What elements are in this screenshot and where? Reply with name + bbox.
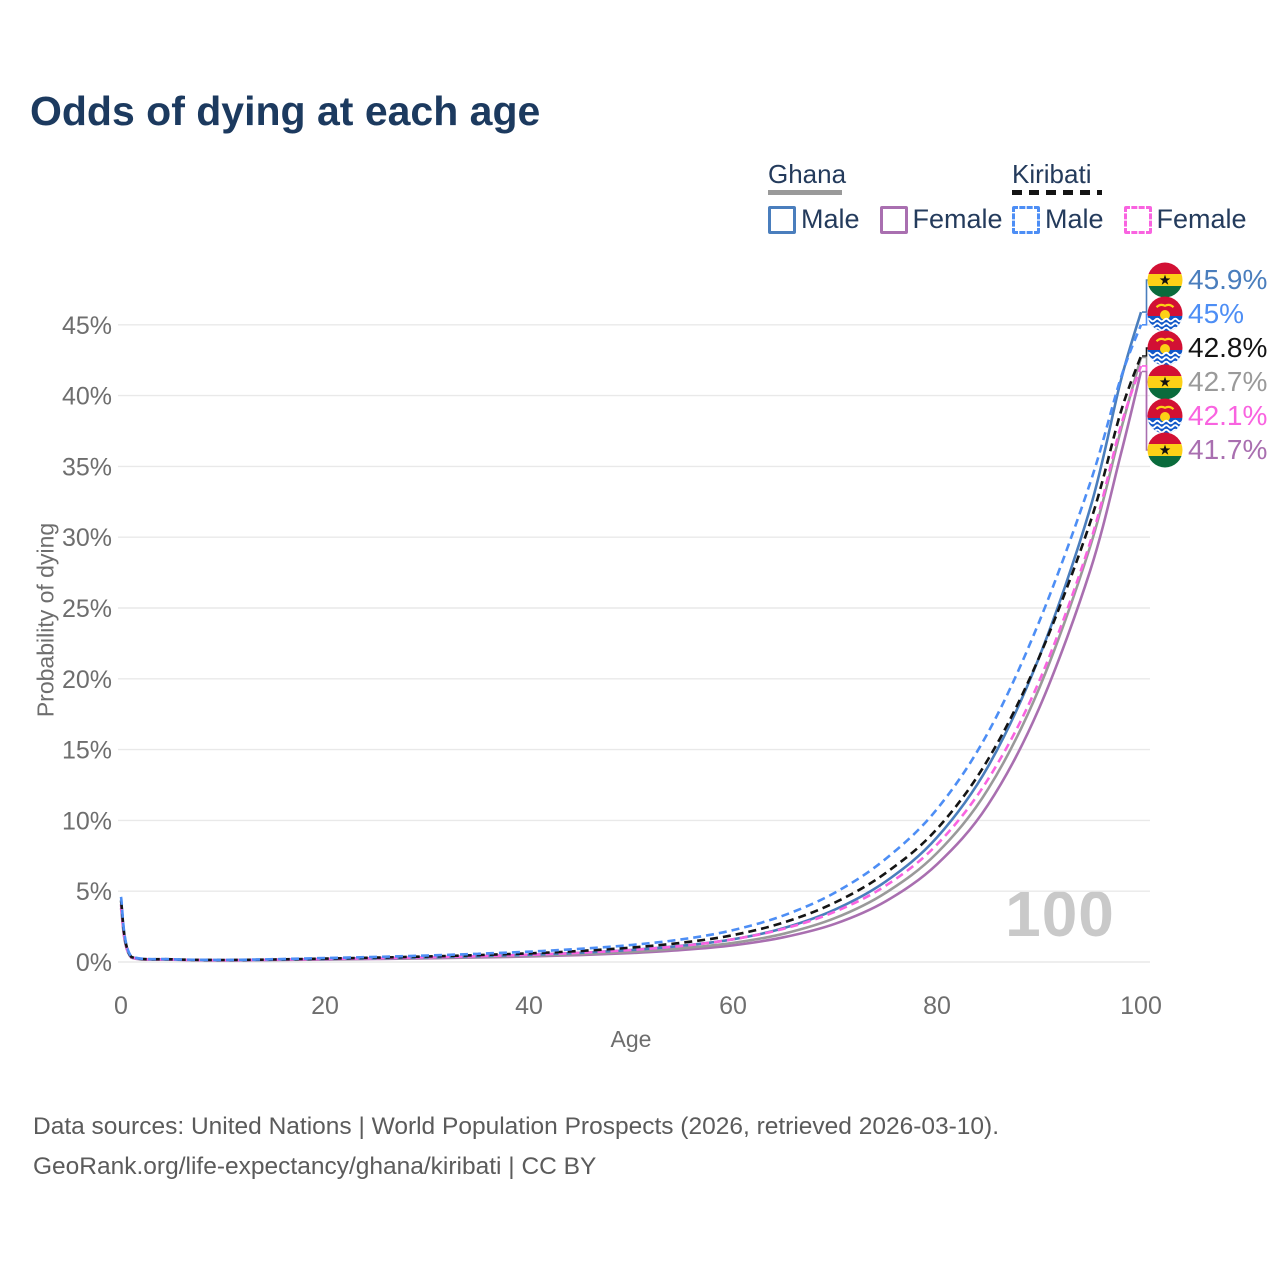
end-label-value: 42.1%	[1188, 400, 1268, 431]
line-ghana_female	[119, 371, 1143, 962]
legend-checkbox-ghana-female[interactable]	[879, 205, 908, 234]
y-tick-label: 35%	[62, 453, 112, 481]
x-tick-label: 40	[515, 992, 543, 1020]
y-tick-label: 15%	[62, 737, 112, 765]
line-ghana_male	[119, 311, 1143, 962]
end-label-value: 42.8%	[1188, 332, 1268, 363]
legend-label-kiribati-female[interactable]: Female	[1156, 204, 1247, 234]
line-kiribati_all	[119, 355, 1143, 962]
y-axis-label: Probability of dying	[32, 522, 59, 718]
line-ghana_all	[119, 357, 1143, 962]
x-tick-label: 60	[719, 992, 747, 1020]
end-label-kiribati_male: 45%	[1147, 296, 1244, 332]
x-tick-label: 20	[311, 992, 339, 1020]
kiribati-flag-icon	[1147, 330, 1183, 366]
end-label-value: 42.7%	[1188, 366, 1268, 397]
y-tick-label: 25%	[62, 595, 112, 623]
ghana-flag-icon	[1147, 262, 1183, 298]
ghana-flag-icon	[1147, 432, 1183, 468]
y-tick-label: 10%	[62, 807, 112, 835]
x-tick-label: 80	[923, 992, 951, 1020]
legend-title-kiribati: Kiribati	[1012, 159, 1092, 189]
legend-checkbox-kiribati-female[interactable]	[1123, 205, 1152, 234]
end-label-ghana_all: 42.7%	[1147, 364, 1267, 400]
y-tick-label: 30%	[62, 524, 112, 552]
legend-underline-kiribati	[1012, 190, 1102, 195]
y-tick-label: 5%	[76, 878, 112, 906]
legend-group-kiribati: Kiribati Male Female	[1012, 160, 1247, 235]
page-title: Odds of dying at each age	[30, 88, 541, 134]
x-tick-label: 0	[114, 992, 128, 1020]
end-label-ghana_female: 41.7%	[1147, 432, 1267, 468]
x-tick-label: 100	[1120, 992, 1162, 1020]
kiribati-flag-icon	[1147, 398, 1183, 434]
y-tick-label: 20%	[62, 666, 112, 694]
line-kiribati_female	[119, 365, 1143, 962]
y-tick-label: 0%	[76, 949, 112, 977]
end-label-value: 41.7%	[1188, 434, 1268, 465]
legend-underline-ghana	[768, 190, 842, 195]
line-kiribati_male	[119, 324, 1143, 962]
legend-title-ghana: Ghana	[768, 159, 847, 189]
footer-data-sources: Data sources: United Nations | World Pop…	[33, 1113, 1000, 1140]
end-label-ghana_male: 45.9%	[1147, 262, 1267, 298]
age-watermark: 100	[1005, 878, 1115, 950]
legend-label-ghana-female[interactable]: Female	[912, 204, 1003, 234]
footer: Data sources: United Nations | World Pop…	[33, 1107, 999, 1187]
y-tick-label: 40%	[62, 383, 112, 411]
legend-label-kiribati-male[interactable]: Male	[1045, 204, 1104, 234]
footer-link: GeoRank.org/life-expectancy/ghana/kiriba…	[33, 1153, 597, 1180]
end-label-value: 45%	[1188, 298, 1245, 329]
x-axis-label: Age	[610, 1026, 652, 1052]
kiribati-flag-icon	[1147, 296, 1183, 332]
legend-group-ghana: Ghana Male Female	[768, 160, 1003, 235]
legend-label-ghana-male[interactable]: Male	[801, 204, 860, 234]
ghana-flag-icon	[1147, 364, 1183, 400]
y-tick-label: 45%	[62, 312, 112, 340]
end-label-kiribati_all: 42.8%	[1147, 330, 1267, 366]
legend-checkbox-kiribati-male[interactable]	[1012, 205, 1040, 234]
legend-checkbox-ghana-male[interactable]	[768, 205, 796, 234]
end-label-value: 45.9%	[1188, 264, 1268, 295]
end-label-kiribati_female: 42.1%	[1147, 398, 1267, 434]
